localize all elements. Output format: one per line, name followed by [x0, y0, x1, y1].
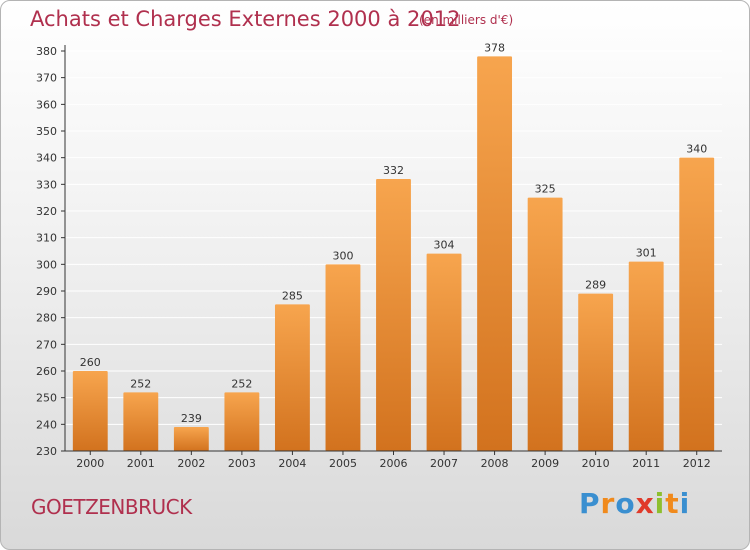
- x-tick-label: 2010: [582, 457, 610, 470]
- logo-letter: t: [665, 487, 680, 520]
- bar: [426, 253, 462, 451]
- x-tick-label: 2011: [632, 457, 660, 470]
- data-label: 252: [231, 377, 252, 390]
- logo-letter: P: [579, 487, 601, 520]
- data-label: 239: [181, 412, 202, 425]
- bar: [224, 392, 260, 451]
- chart-subtitle: (en milliers d'€): [419, 13, 514, 27]
- data-label: 289: [585, 279, 606, 292]
- x-tick-label: 2012: [683, 457, 711, 470]
- y-tick-label: 350: [36, 125, 57, 138]
- x-tick-label: 2008: [481, 457, 509, 470]
- proxiti-logo[interactable]: Proxiti: [579, 487, 690, 520]
- logo-letter: o: [615, 487, 636, 520]
- y-tick-label: 370: [36, 72, 57, 85]
- chart-title: Achats et Charges Externes 2000 à 2012: [30, 7, 461, 31]
- x-tick-label: 2002: [177, 457, 205, 470]
- data-label: 340: [686, 143, 707, 156]
- data-label: 252: [130, 377, 151, 390]
- x-tick-label: 2001: [127, 457, 155, 470]
- bar: [628, 261, 664, 451]
- y-tick-label: 270: [36, 338, 57, 351]
- x-tick-label: 2004: [278, 457, 306, 470]
- y-tick-label: 340: [36, 152, 57, 165]
- y-tick-label: 330: [36, 178, 57, 191]
- y-tick-label: 300: [36, 258, 57, 271]
- data-label: 260: [80, 356, 101, 369]
- x-tick-label: 2000: [76, 457, 104, 470]
- logo-letter: x: [635, 487, 655, 520]
- x-tick-label: 2009: [531, 457, 559, 470]
- y-tick-label: 290: [36, 285, 57, 298]
- logo-letter: r: [600, 487, 616, 520]
- data-label: 332: [383, 164, 404, 177]
- bar: [679, 157, 715, 451]
- y-tick-label: 280: [36, 312, 57, 325]
- y-tick-label: 230: [36, 445, 57, 458]
- y-tick-label: 250: [36, 392, 57, 405]
- x-tick-label: 2006: [380, 457, 408, 470]
- logo-letter: i: [679, 487, 691, 520]
- x-tick-label: 2005: [329, 457, 357, 470]
- y-tick-label: 360: [36, 98, 57, 111]
- bar: [72, 371, 108, 451]
- data-label: 300: [332, 249, 353, 262]
- bar: [123, 392, 159, 451]
- bar: [173, 427, 209, 451]
- x-tick-label: 2003: [228, 457, 256, 470]
- data-label: 304: [434, 239, 455, 252]
- bar: [274, 304, 310, 451]
- bar: [578, 293, 614, 451]
- y-tick-label: 260: [36, 365, 57, 378]
- data-label: 301: [636, 247, 657, 260]
- y-tick-label: 320: [36, 205, 57, 218]
- x-tick-label: 2007: [430, 457, 458, 470]
- data-label: 378: [484, 41, 505, 54]
- logo-letter: i: [654, 487, 666, 520]
- bar: [527, 197, 563, 451]
- y-tick-label: 240: [36, 418, 57, 431]
- data-label: 285: [282, 289, 303, 302]
- commune-name: GOETZENBRUCK: [31, 495, 192, 519]
- bar: [376, 179, 411, 451]
- y-tick-label: 380: [36, 45, 57, 58]
- data-label: 325: [535, 183, 556, 196]
- bar: [325, 264, 361, 451]
- bar: [477, 56, 513, 451]
- y-tick-label: 310: [36, 232, 57, 245]
